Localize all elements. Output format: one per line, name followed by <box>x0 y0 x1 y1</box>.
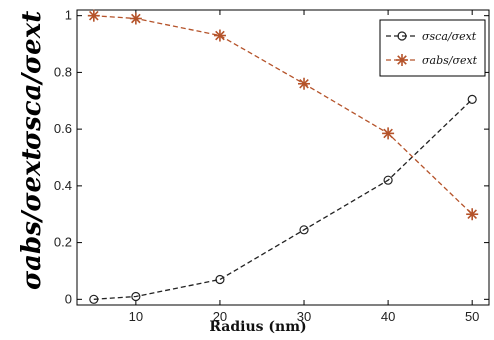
x-tick-label: 50 <box>465 309 479 324</box>
x-tick-label: 10 <box>129 309 143 324</box>
data-point-s1-5 <box>466 208 479 221</box>
data-point-s1-1 <box>129 12 142 25</box>
x-tick-label: 20 <box>213 309 227 324</box>
y-tick-label: 0.8 <box>54 64 72 79</box>
plot-frame <box>76 9 490 306</box>
data-point-s1-4 <box>382 127 395 140</box>
data-point-s1-3 <box>298 77 311 90</box>
y-tick-label: 0.2 <box>54 235 72 250</box>
x-axis-label: Radius (nm) <box>209 319 306 335</box>
legend-label-0: σsca/σext <box>422 30 477 43</box>
data-point-s0-5 <box>467 94 477 104</box>
y-axis-label-bottom: σabs/σext <box>17 148 47 290</box>
legend-box <box>379 19 486 77</box>
data-point-s0-3 <box>299 225 309 235</box>
x-tick-label: 40 <box>381 309 395 324</box>
data-point-s0-1 <box>131 291 141 302</box>
y-tick-label: 0.4 <box>54 178 72 193</box>
x-tick-label: 30 <box>297 309 311 324</box>
data-point-s1-0 <box>87 9 100 22</box>
y-tick-label: 0 <box>65 291 72 306</box>
y-tick-label: 1 <box>65 8 72 23</box>
legend-marker-0 <box>397 31 407 41</box>
ticks: 10 20 30 40 50 0 0.2 0.4 0.6 0.8 1 <box>54 8 489 324</box>
series-line-1 <box>93 15 473 215</box>
legend-marker-1 <box>396 54 408 66</box>
data-point-s0-0 <box>89 294 99 304</box>
legend: σsca/σext σabs/σext <box>379 19 486 77</box>
y-tick-label: 0.6 <box>54 121 72 136</box>
series-line-0 <box>93 98 473 300</box>
data-point-s0-4 <box>383 175 393 185</box>
y-axis-label-top: σsca/σext <box>17 11 47 150</box>
data-point-s1-2 <box>213 29 226 42</box>
series-layer <box>87 9 479 304</box>
data-point-s0-2 <box>215 274 225 285</box>
legend-label-1: σabs/σext <box>422 54 478 67</box>
